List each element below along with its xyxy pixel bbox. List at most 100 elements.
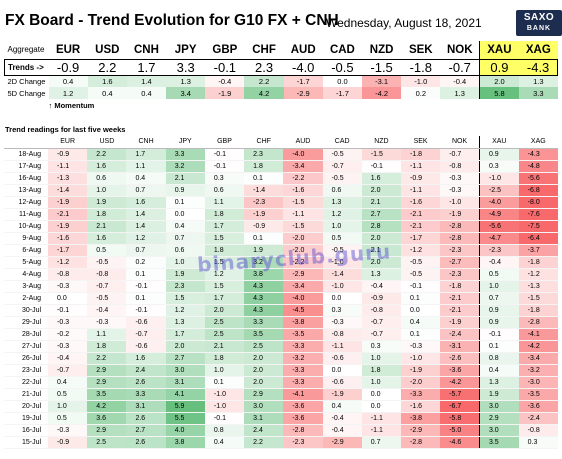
cell-chf: 3.2 xyxy=(244,256,284,269)
cell-chf: 3.1 xyxy=(244,412,284,425)
cell-nzd: 2.1 xyxy=(361,196,401,209)
history-header-cnh: CNH xyxy=(126,136,166,149)
cell-jpy: 0.4 xyxy=(165,220,205,233)
cell-cad: 0.6 xyxy=(322,184,362,197)
change-2d-nok: -0.4 xyxy=(440,75,480,87)
table-row: 5-Aug -1.2 -0.5 0.2 1.0 1.5 3.2 -2.2 -1.0 2.0 -0.5… xyxy=(4,256,558,269)
cell-aud: -3.4 xyxy=(283,160,323,173)
change-5d-sek: 0.2 xyxy=(401,87,441,99)
change-5d-eur: 1.2 xyxy=(48,87,88,99)
table-row: 15-Jul -0.9 2.5 2.6 3.8 0.4 2.2 -2.3 -2.9 0.7 -2.8… xyxy=(4,436,558,449)
cell-nzd: 2.0 xyxy=(361,256,401,269)
cell-nzd: 0.0 xyxy=(361,400,401,413)
cell-xau: -0.4 xyxy=(478,256,519,269)
cell-jpy: 2.7 xyxy=(165,352,205,365)
cell-xau: 0.9 xyxy=(478,148,519,161)
cell-aud: -4.5 xyxy=(283,304,323,317)
cell-nok: -2.1 xyxy=(440,292,480,305)
cell-nzd: 1.6 xyxy=(361,172,401,185)
history-header-nok: NOK xyxy=(440,136,480,149)
cell-cnh: 3.1 xyxy=(126,400,166,413)
change-2d-chf: 2.2 xyxy=(244,75,284,87)
cell-xau: -4.7 xyxy=(478,232,519,245)
momentum-label: ↑ Momentum xyxy=(48,100,95,110)
change-5d-gbp: -1.9 xyxy=(205,87,245,99)
cell-gbp: 1.5 xyxy=(204,280,245,293)
cell-sek: -1.8 xyxy=(401,148,441,161)
change-5d-label: 5D Change xyxy=(7,88,46,98)
cell-aud: -4.0 xyxy=(283,148,323,161)
cell-usd: -0.3 xyxy=(87,316,127,329)
cell-xag: -1.2 xyxy=(518,268,558,281)
cell-xau: 1.3 xyxy=(478,376,519,389)
cell-nok: -1.9 xyxy=(440,208,480,221)
cell-chf: -2.3 xyxy=(244,196,284,209)
cell-xag: -6.8 xyxy=(518,184,558,197)
cell-aud: -3.6 xyxy=(283,400,323,413)
row-date: 19-Jul xyxy=(4,412,49,425)
cell-xau: 0.9 xyxy=(478,316,519,329)
cell-nok: -2.8 xyxy=(440,220,480,233)
cell-nzd: -0.9 xyxy=(361,292,401,305)
cell-xag: -7.5 xyxy=(518,220,558,233)
cell-xag: -3.2 xyxy=(518,364,558,377)
cell-usd: 0.5 xyxy=(87,244,127,257)
change-5d-row: 5D Change 1.2 0.4 0.4 3.4 -1.9 4.2 -2.9 -1.7 -4.… xyxy=(5,87,558,99)
cell-eur: 1.0 xyxy=(48,400,88,413)
cell-nok: -2.1 xyxy=(440,304,480,317)
logo-text-line2: BANK xyxy=(526,25,552,32)
cell-usd: -0.8 xyxy=(87,268,127,281)
trend-value-cnh: 1.7 xyxy=(137,59,156,75)
cell-xau: 0.4 xyxy=(478,364,519,377)
cell-gbp: 1.7 xyxy=(204,220,245,233)
cell-aud: -2.8 xyxy=(283,424,323,437)
title-row: FX Board - Trend Evolution for G10 FX + … xyxy=(4,10,562,36)
cell-xag: -4.1 xyxy=(518,328,558,341)
row-date: 12-Aug xyxy=(4,196,49,209)
change-2d-xau: 2.0 xyxy=(479,75,519,87)
cell-xag: -0.8 xyxy=(518,424,558,437)
cell-chf: 2.4 xyxy=(244,424,284,437)
cell-cad: -0.8 xyxy=(322,328,362,341)
cell-cnh: 1.6 xyxy=(126,352,166,365)
table-row: 6-Aug -1.7 0.5 0.7 0.6 1.8 1.9 -2.0 -0.5 2.1 -1.2-… xyxy=(4,244,558,257)
cell-sek: -2.0 xyxy=(401,376,441,389)
cell-eur: -1.9 xyxy=(48,220,88,233)
cell-chf: 3.8 xyxy=(244,268,284,281)
cell-eur: -0.3 xyxy=(48,424,88,437)
cell-chf: 4.3 xyxy=(244,280,284,293)
cell-xau: 0.1 xyxy=(478,340,519,353)
cell-chf: 2.0 xyxy=(244,376,284,389)
history-header-eur: EUR xyxy=(48,136,88,149)
cell-nok: -4.2 xyxy=(440,376,480,389)
cell-usd: 0.6 xyxy=(87,172,127,185)
cell-chf: -0.9 xyxy=(244,220,284,233)
change-2d-nzd: -3.1 xyxy=(362,75,402,87)
trend-value-xag: -4.3 xyxy=(518,59,559,75)
cell-sek: 0.1 xyxy=(401,328,441,341)
cell-jpy: 1.7 xyxy=(165,328,205,341)
table-row: 26-Jul -0.4 2.2 1.6 2.7 1.8 2.0 -3.2 -0.6 1.0 -1.0… xyxy=(4,352,558,365)
cell-xag: -3.4 xyxy=(518,352,558,365)
cell-nok: -0.8 xyxy=(440,160,480,173)
cell-nok: -2.3 xyxy=(440,268,480,281)
cell-usd: 2.5 xyxy=(87,436,127,449)
cell-eur: -0.2 xyxy=(48,328,88,341)
trend-value-usd: 2.2 xyxy=(98,59,117,75)
cell-gbp: 1.7 xyxy=(204,292,245,305)
cell-eur: -0.7 xyxy=(48,364,88,377)
table-row: 30-Jul -0.1 -0.4 -0.1 1.2 2.0 4.3 -4.5 0.3 -0.8 0.… xyxy=(4,304,558,317)
cell-chf: 1.8 xyxy=(244,160,284,173)
cell-nok: -1.9 xyxy=(440,316,480,329)
cell-aud: -3.4 xyxy=(283,280,323,293)
cell-eur: -0.9 xyxy=(48,436,88,449)
table-row: 16-Jul -0.3 2.9 2.7 4.0 0.8 2.4 -2.8 -0.4 -1.1 -2.… xyxy=(4,424,558,437)
row-date: 27-Jul xyxy=(4,340,49,353)
cell-xau: 0.5 xyxy=(478,268,519,281)
cell-nzd: 2.8 xyxy=(361,220,401,233)
table-row: 21-Jul 0.5 3.5 3.3 4.1 -1.0 2.9 -4.1 -1.9 0.0 -3.3… xyxy=(4,388,558,401)
cell-xag: -6.4 xyxy=(518,232,558,245)
cell-jpy: 5.5 xyxy=(165,412,205,425)
cell-nok: -5.7 xyxy=(440,388,480,401)
cell-gbp: -0.1 xyxy=(204,412,245,425)
